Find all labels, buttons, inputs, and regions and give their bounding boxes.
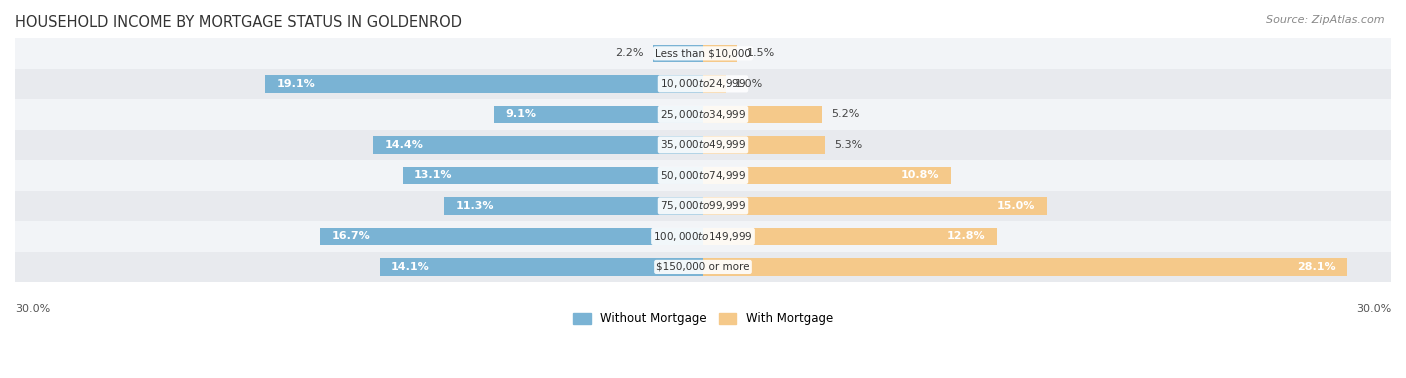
Bar: [402, 167, 703, 184]
Bar: [15, 221, 1391, 252]
Text: 28.1%: 28.1%: [1298, 262, 1336, 272]
Text: $75,000 to $99,999: $75,000 to $99,999: [659, 200, 747, 212]
Bar: [444, 197, 703, 215]
Text: 13.1%: 13.1%: [413, 170, 453, 180]
Legend: Without Mortgage, With Mortgage: Without Mortgage, With Mortgage: [568, 308, 838, 330]
Text: $25,000 to $34,999: $25,000 to $34,999: [659, 108, 747, 121]
Text: 30.0%: 30.0%: [1355, 304, 1391, 313]
Bar: [15, 160, 1391, 191]
Text: $100,000 to $149,999: $100,000 to $149,999: [654, 230, 752, 243]
Text: 11.3%: 11.3%: [456, 201, 494, 211]
Bar: [703, 45, 737, 62]
Bar: [703, 75, 725, 93]
Text: 5.2%: 5.2%: [831, 109, 860, 119]
Text: 1.5%: 1.5%: [747, 48, 775, 58]
Bar: [373, 136, 703, 154]
Bar: [264, 75, 703, 93]
Bar: [15, 191, 1391, 221]
Text: $10,000 to $24,999: $10,000 to $24,999: [659, 77, 747, 90]
Bar: [15, 69, 1391, 99]
Text: 15.0%: 15.0%: [997, 201, 1036, 211]
Text: Source: ZipAtlas.com: Source: ZipAtlas.com: [1267, 15, 1385, 25]
Text: 14.1%: 14.1%: [391, 262, 430, 272]
Bar: [703, 258, 1347, 276]
Text: Less than $10,000: Less than $10,000: [655, 48, 751, 58]
Bar: [380, 258, 703, 276]
Bar: [703, 197, 1047, 215]
Bar: [321, 228, 703, 245]
Text: HOUSEHOLD INCOME BY MORTGAGE STATUS IN GOLDENROD: HOUSEHOLD INCOME BY MORTGAGE STATUS IN G…: [15, 15, 463, 30]
Text: 10.8%: 10.8%: [901, 170, 939, 180]
Bar: [15, 99, 1391, 130]
Text: $35,000 to $49,999: $35,000 to $49,999: [659, 138, 747, 152]
Bar: [703, 228, 997, 245]
Bar: [15, 38, 1391, 69]
Text: 12.8%: 12.8%: [946, 231, 986, 242]
Text: 14.4%: 14.4%: [384, 140, 423, 150]
Text: $50,000 to $74,999: $50,000 to $74,999: [659, 169, 747, 182]
Bar: [495, 105, 703, 123]
Text: 30.0%: 30.0%: [15, 304, 51, 313]
Text: 19.1%: 19.1%: [277, 79, 315, 89]
Bar: [15, 130, 1391, 160]
Text: 5.3%: 5.3%: [834, 140, 862, 150]
Text: 1.0%: 1.0%: [735, 79, 763, 89]
Text: 9.1%: 9.1%: [506, 109, 537, 119]
Text: 2.2%: 2.2%: [614, 48, 644, 58]
Bar: [703, 136, 824, 154]
Text: $150,000 or more: $150,000 or more: [657, 262, 749, 272]
Bar: [15, 252, 1391, 282]
Bar: [703, 167, 950, 184]
Text: 16.7%: 16.7%: [332, 231, 370, 242]
Bar: [652, 45, 703, 62]
Bar: [703, 105, 823, 123]
